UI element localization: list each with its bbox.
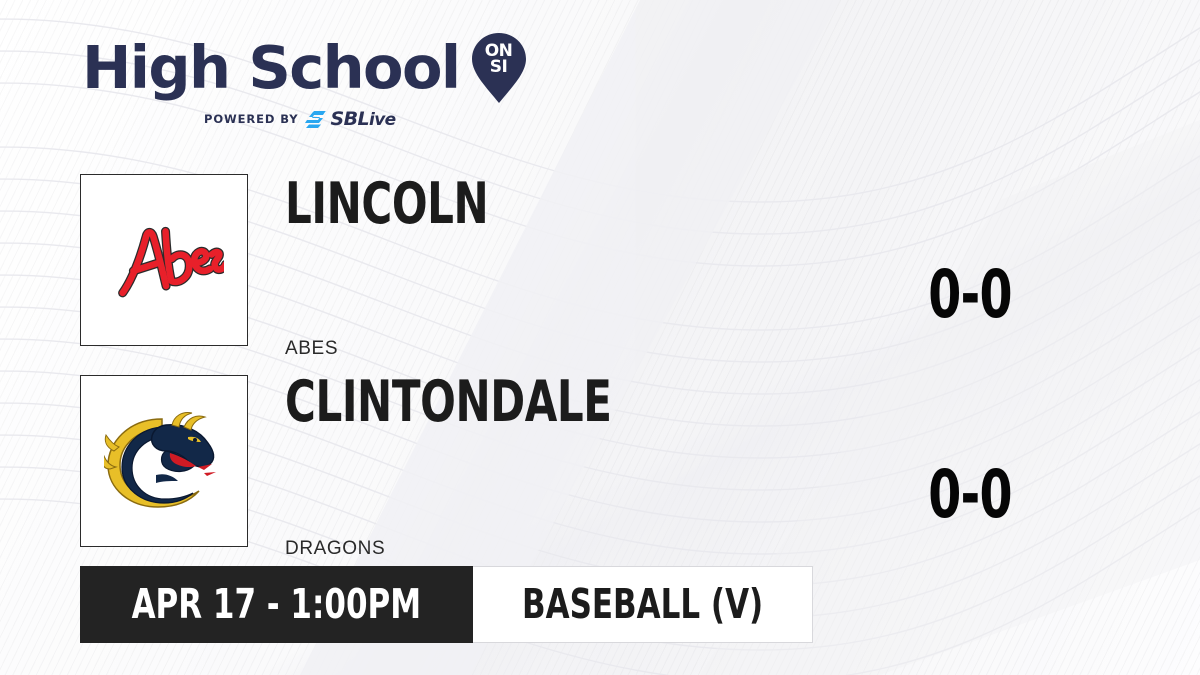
sblive-lower: ive	[368, 110, 396, 130]
team-logo-card-lincoln	[80, 174, 248, 346]
brand-header: High School ON SI POWERED BY	[82, 32, 526, 130]
powered-by-label: POWERED BY	[204, 112, 299, 126]
team-logo-card-clintondale	[80, 375, 248, 547]
sblive-upper: SBL	[330, 108, 369, 130]
game-datetime-block: APR 17 - 1:00PM	[80, 566, 473, 643]
sblive-wordmark: SBLive	[330, 108, 396, 130]
abes-script-logo-icon	[118, 226, 224, 298]
pin-text: ON SI	[470, 41, 528, 77]
team-record-lincoln: 0-0	[928, 256, 1012, 333]
team-record-clintondale: 0-0	[928, 456, 1012, 533]
game-sport-text: BASEBALL (V)	[521, 580, 763, 628]
team-mascot-dragons: DRAGONS	[285, 538, 386, 559]
powered-by-row: POWERED BY SBLive	[204, 108, 512, 130]
team-name-clintondale: CLINTONDALE	[285, 369, 612, 435]
game-info-banner: APR 17 - 1:00PM BASEBALL (V)	[80, 566, 813, 643]
pin-line-si: SI	[489, 57, 508, 77]
team-mascot-abes: ABES	[285, 338, 339, 359]
pin-line-on: ON	[484, 41, 513, 61]
brand-lockup: High School ON SI	[82, 32, 526, 104]
sblive-s-mark-icon	[305, 110, 327, 129]
team-name-lincoln: LINCOLN	[285, 171, 489, 237]
dragon-c-logo-icon	[104, 412, 216, 508]
brand-wordmark: High School	[82, 32, 461, 102]
sblive-logo: SBLive	[305, 108, 396, 130]
on-si-pin-icon: ON SI	[470, 32, 528, 104]
game-datetime-text: APR 17 - 1:00PM	[131, 580, 422, 628]
game-sport-block: BASEBALL (V)	[472, 566, 813, 643]
